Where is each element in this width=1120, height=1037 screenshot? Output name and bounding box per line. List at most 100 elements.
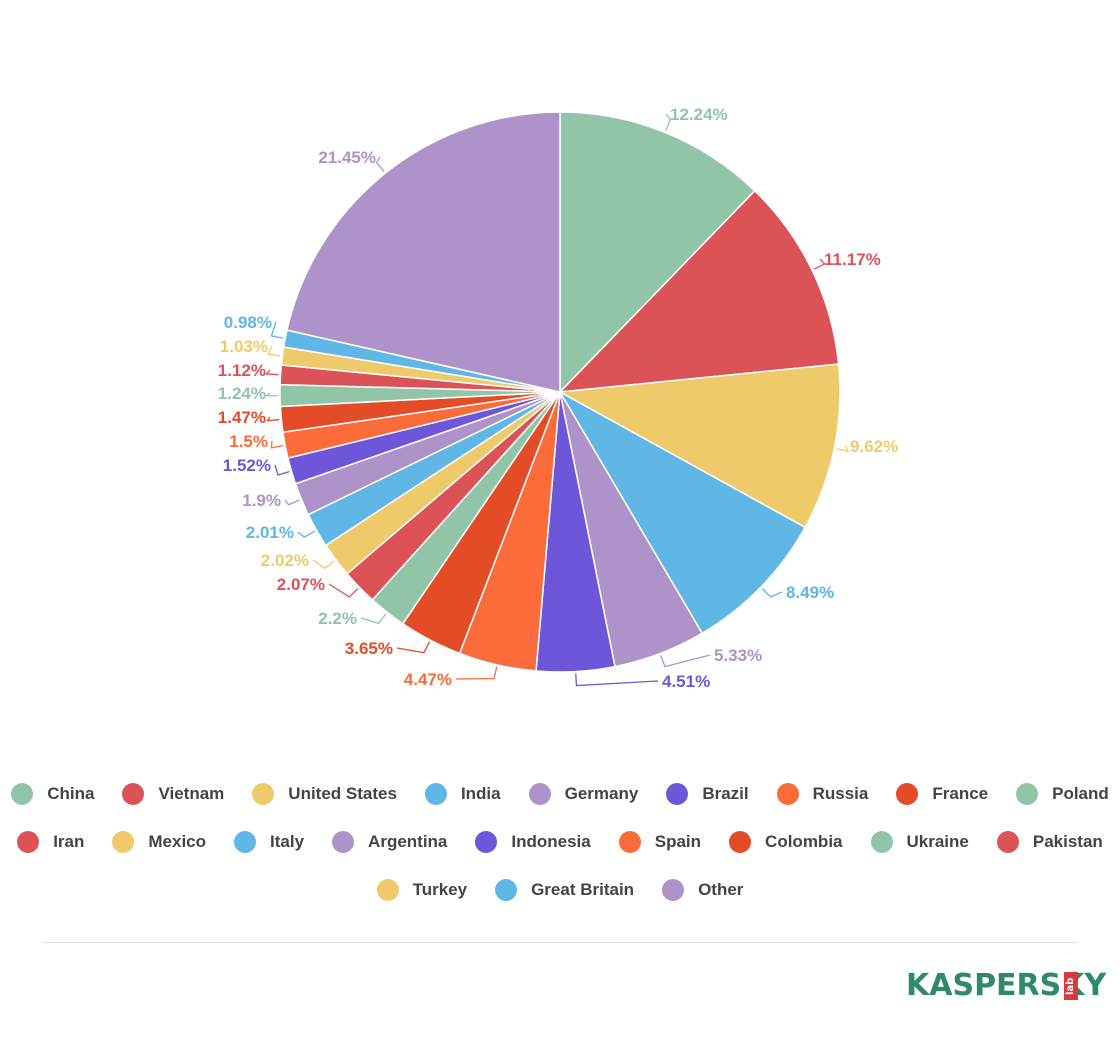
leader-line (836, 445, 850, 453)
data-label: 2.01% (246, 523, 294, 542)
legend-item-indonesia[interactable]: Indonesia (475, 831, 591, 853)
legend-swatch-icon (475, 831, 498, 853)
data-label: 1.24% (218, 384, 266, 403)
legend-swatch-icon (528, 783, 551, 805)
legend-item-spain[interactable]: Spain (618, 831, 702, 853)
legend-row: Turkey Great Britain Other (0, 866, 1120, 914)
legend-row: China Vietnam United States India Germany Bra… (0, 770, 1120, 818)
leader-line (274, 464, 290, 476)
leader-line (575, 673, 659, 687)
legend-swatch-icon (996, 831, 1019, 853)
leader-line (660, 654, 711, 668)
legend-item-germany[interactable]: Germany (528, 783, 638, 805)
legend-label: Other (698, 880, 744, 899)
data-label: 1.47% (218, 408, 266, 427)
legend-label: Pakistan (1032, 832, 1103, 851)
leader-line (266, 416, 280, 422)
legend-item-poland[interactable]: Poland (1016, 783, 1109, 805)
legend-item-united-states[interactable]: United States (252, 783, 397, 805)
legend-label: Turkey (412, 880, 468, 899)
data-label: 2.2% (318, 609, 357, 628)
pie-slice-india (557, 390, 807, 635)
legend-label: Mexico (148, 832, 207, 851)
leader-line (312, 559, 335, 570)
legend-item-turkey[interactable]: Turkey (376, 879, 468, 901)
legend-label: India (460, 784, 501, 803)
legend-item-mexico[interactable]: Mexico (112, 831, 206, 853)
legend-swatch-icon (729, 831, 752, 853)
legend-swatch-icon (618, 831, 641, 853)
legend-label: Poland (1052, 784, 1109, 803)
legend-swatch-icon (332, 831, 355, 853)
pie-slices (279, 111, 841, 673)
leader-line (267, 345, 281, 357)
legend-swatch-icon (666, 783, 689, 805)
legend-item-china[interactable]: China (11, 783, 94, 805)
data-label: 3.65% (345, 639, 393, 658)
chart-legend: China Vietnam United States India Germany Bra… (0, 770, 1120, 914)
legend-label: Italy (270, 832, 305, 851)
pie-chart: 12.24% 11.17% 9.62% 8.49% 5.33%4.51% 4.47% 3.6… (218, 105, 898, 691)
legend-label: Argentina (368, 832, 448, 851)
legend-label: Brazil (702, 784, 749, 803)
pie-slice-vietnam (558, 189, 840, 393)
legend-swatch-icon (112, 831, 135, 853)
leader-line (396, 641, 431, 654)
legend-item-argentina[interactable]: Argentina (332, 831, 447, 853)
legend-item-great-britain[interactable]: Great Britain (495, 879, 634, 901)
legend-item-iran[interactable]: Iran (17, 831, 84, 853)
legend-label: Iran (53, 832, 85, 851)
legend-item-colombia[interactable]: Colombia (729, 831, 843, 853)
data-label: 1.52% (223, 456, 271, 475)
leader-line (284, 499, 300, 506)
legend-item-india[interactable]: India (424, 783, 501, 805)
legend-item-brazil[interactable]: Brazil (666, 783, 749, 805)
leader-line (270, 440, 284, 449)
legend-swatch-icon (376, 879, 399, 901)
legend-item-italy[interactable]: Italy (234, 831, 304, 853)
data-label: 0.98% (224, 313, 272, 332)
legend-swatch-icon (1016, 783, 1039, 805)
legend-item-pakistan[interactable]: Pakistan (996, 831, 1103, 853)
leader-line (328, 583, 359, 598)
leader-line (665, 113, 672, 131)
data-label: 8.49% (786, 583, 834, 602)
kaspersky-logo: KASPERSKY lab (906, 968, 1106, 1003)
leader-line (761, 588, 783, 598)
data-label: 1.5% (229, 432, 268, 451)
legend-label: China (47, 784, 95, 803)
leader-line (455, 666, 498, 680)
legend-swatch-icon (122, 783, 145, 805)
legend-label: France (932, 784, 989, 803)
leader-line (270, 321, 284, 339)
data-label: 4.51% (662, 672, 710, 691)
legend-label: Spain (654, 832, 702, 851)
data-label: 2.02% (261, 551, 309, 570)
legend-label: Ukraine (906, 832, 969, 851)
legend-swatch-icon (896, 783, 919, 805)
legend-swatch-icon (776, 783, 799, 805)
data-label: 2.07% (277, 575, 325, 594)
data-label: 12.24% (670, 105, 728, 124)
pie-slice-other (286, 111, 561, 393)
data-label: 4.47% (404, 670, 452, 689)
legend-swatch-icon (17, 831, 40, 853)
leader-line (265, 369, 279, 376)
legend-swatch-icon (234, 831, 257, 853)
pie-slice-united-states (557, 363, 841, 529)
legend-item-russia[interactable]: Russia (776, 783, 869, 805)
legend-item-other[interactable]: Other (662, 879, 743, 901)
legend-item-france[interactable]: France (896, 783, 988, 805)
legend-label: United States (288, 784, 397, 803)
legend-swatch-icon (662, 879, 685, 901)
pie-slice-china (559, 111, 756, 394)
legend-item-vietnam[interactable]: Vietnam (122, 783, 224, 805)
legend-row: Iran Mexico Italy Argentina Indonesia Spain Co… (0, 818, 1120, 866)
leader-line (263, 392, 279, 397)
data-label: 11.17% (824, 250, 881, 269)
legend-label: Colombia (765, 832, 843, 851)
legend-label: Russia (812, 784, 869, 803)
legend-swatch-icon (495, 879, 518, 901)
data-label: 1.12% (218, 361, 266, 380)
legend-item-ukraine[interactable]: Ukraine (870, 831, 969, 853)
